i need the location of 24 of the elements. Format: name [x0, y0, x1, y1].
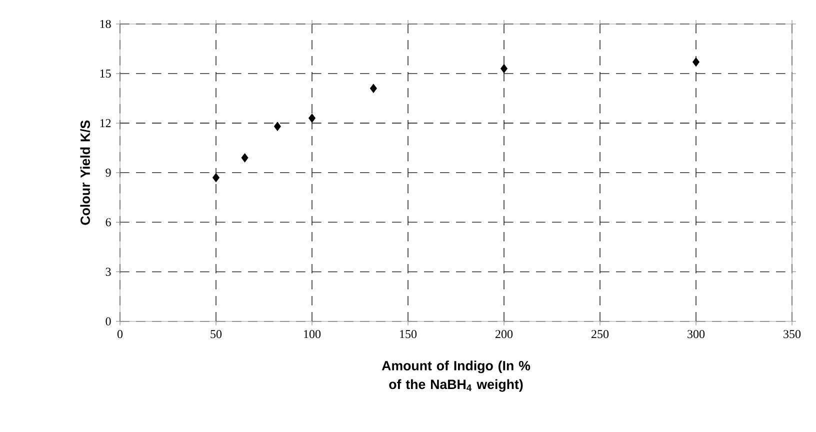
- x-tick-label: 100: [304, 330, 321, 338]
- x-tick-label: 50: [210, 330, 222, 338]
- x-tick-label: 250: [592, 330, 609, 338]
- x-axis-title: Amount of Indigo (In % of the NaBH$_{4}$ weight): [382, 360, 530, 392]
- x-tick-label: 150: [400, 330, 417, 338]
- y-tick-label: 6: [106, 218, 111, 226]
- x-tick-label: 350: [784, 330, 801, 338]
- y-tick-label: 3: [106, 268, 111, 276]
- y-tick-label: 18: [100, 20, 111, 28]
- point: [241, 153, 248, 162]
- y-tick-label: 12: [100, 119, 111, 128]
- point: [212, 173, 220, 182]
- y-tick-label: 15: [100, 70, 111, 78]
- point: [274, 122, 281, 131]
- y-tick-label: 9: [106, 168, 111, 177]
- point: [500, 64, 508, 74]
- point: [370, 84, 377, 93]
- x-tick-label: 0: [117, 330, 123, 338]
- point: [692, 57, 700, 67]
- point: [308, 114, 316, 123]
- y-tick-label: 0: [106, 317, 111, 326]
- x-tick-label: 200: [496, 330, 513, 338]
- x-tick-label: 300: [688, 330, 705, 338]
- y-axis-title: Colour Yield K/S: [80, 120, 90, 225]
